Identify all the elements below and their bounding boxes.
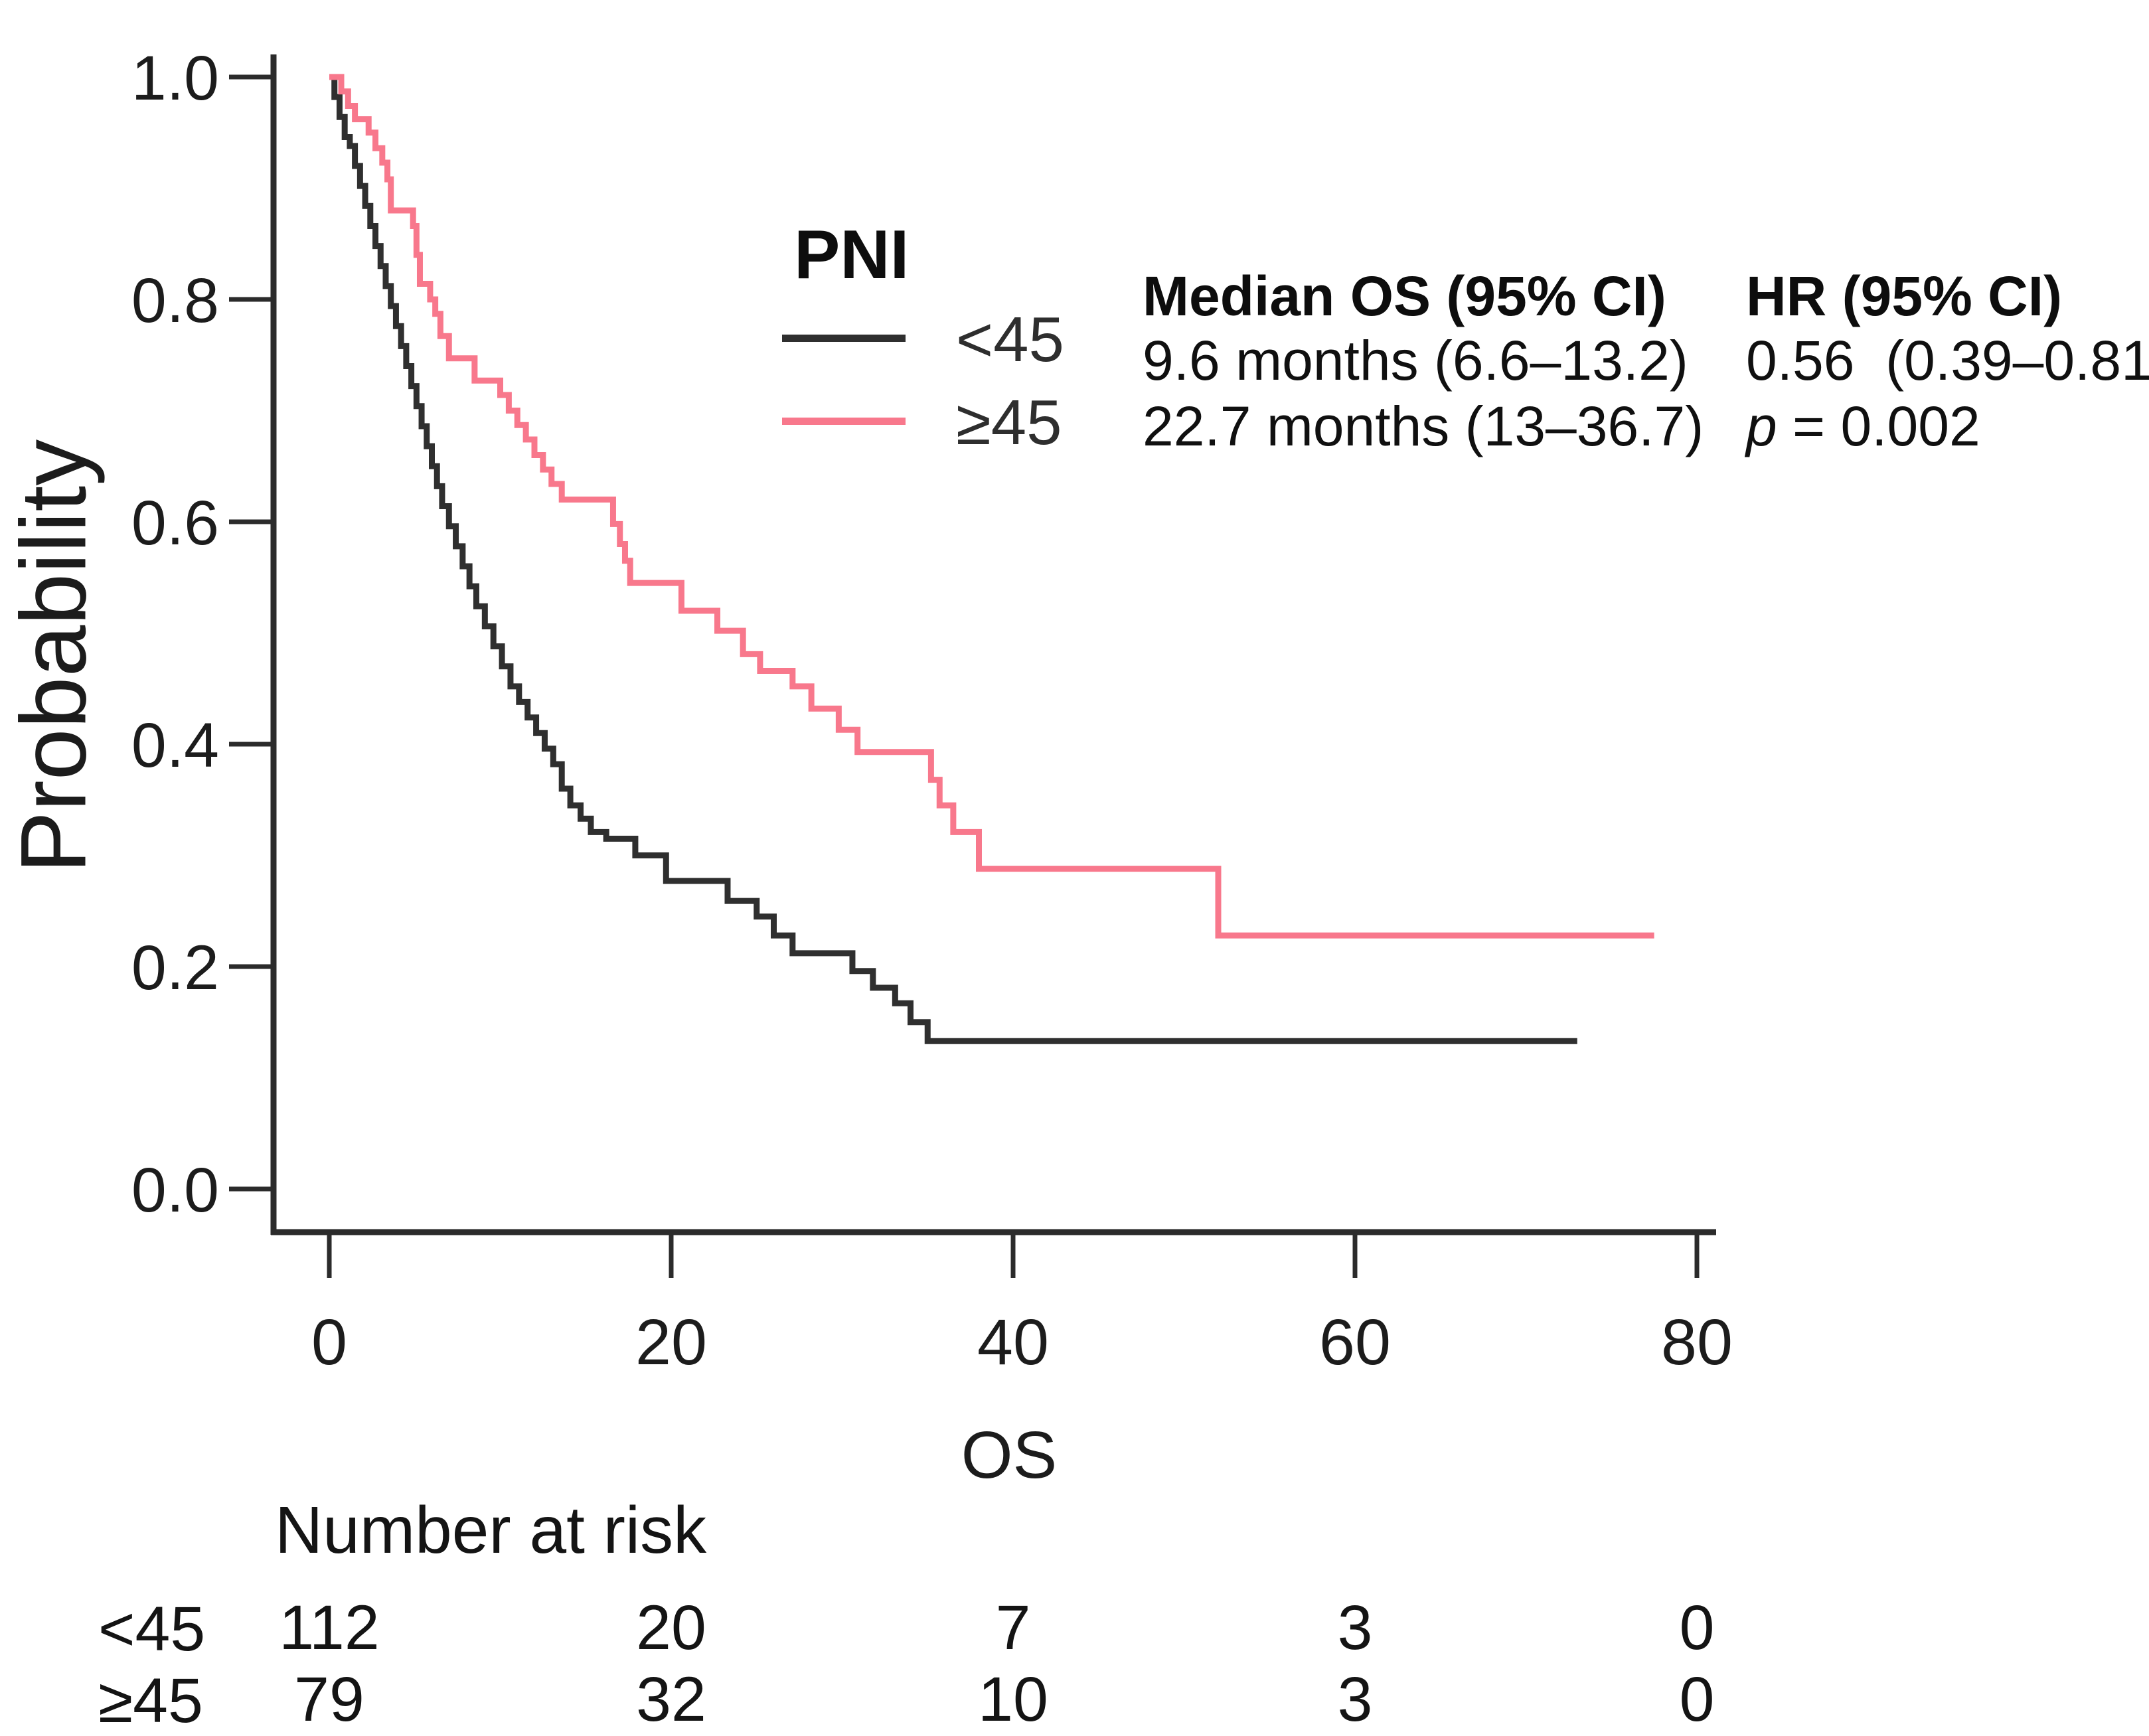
- km-curve-lt45: [329, 74, 1577, 1044]
- x-tick-label: 60: [1319, 1306, 1391, 1378]
- y-tick-label: 0.2: [131, 933, 219, 1003]
- x-tick-label: 0: [311, 1306, 347, 1378]
- p-label: p: [1746, 395, 1777, 457]
- legend-label-ge45: ≥45: [956, 387, 1062, 458]
- risk-row-label-lt45: <45: [98, 1594, 206, 1664]
- x-tick-label: 80: [1661, 1306, 1733, 1378]
- median-os-row2: 22.7 months (13–36.7): [1143, 395, 1704, 457]
- risk-count: 20: [636, 1593, 706, 1663]
- risk-count: 0: [1679, 1593, 1715, 1663]
- y-tick-label: 0.0: [131, 1155, 219, 1225]
- x-axis-label: OS: [961, 1418, 1058, 1492]
- y-axis-label: Probability: [1, 439, 106, 874]
- y-tick-label: 0.6: [131, 488, 219, 558]
- survival-curves: [329, 74, 1654, 1044]
- x-axis-ticks: 0 20 40 60 80: [311, 1232, 1733, 1378]
- risk-count: 79: [294, 1664, 364, 1735]
- risk-count: 3: [1337, 1664, 1373, 1735]
- legend-line-ge45-icon: [782, 418, 906, 425]
- legend-label-lt45: <45: [956, 304, 1064, 375]
- risk-count: 7: [995, 1593, 1031, 1663]
- y-tick-label: 0.4: [131, 710, 219, 781]
- hr-value: 0.56 (0.39–0.81): [1746, 329, 2149, 392]
- y-axis-ticks: 1.0 0.8 0.6 0.4 0.2 0.0: [131, 43, 274, 1225]
- km-curve-ge45: [329, 74, 1654, 939]
- x-tick-label: 20: [635, 1306, 707, 1378]
- y-tick-label: 0.8: [131, 266, 219, 336]
- risk-count: 32: [636, 1664, 706, 1735]
- x-tick-label: 40: [977, 1306, 1049, 1378]
- risk-table-header: Number at risk: [275, 1493, 707, 1567]
- risk-count: 0: [1679, 1664, 1715, 1735]
- legend-title: PNI: [794, 216, 910, 293]
- risk-count: 3: [1337, 1593, 1373, 1663]
- legend-line-lt45-icon: [782, 335, 906, 342]
- median-os-row1: 9.6 months (6.6–13.2): [1143, 329, 1688, 392]
- risk-count: 10: [978, 1664, 1048, 1735]
- risk-row-label-ge45: ≥45: [98, 1666, 203, 1736]
- hr-header: HR (95% CI): [1746, 265, 2063, 327]
- p-number: = 0.002: [1777, 395, 1980, 457]
- y-tick-label: 1.0: [131, 43, 219, 114]
- p-value-line: p = 0.002: [1746, 397, 1980, 455]
- risk-count: 112: [279, 1593, 380, 1663]
- median-os-header: Median OS (95% CI): [1143, 265, 1666, 327]
